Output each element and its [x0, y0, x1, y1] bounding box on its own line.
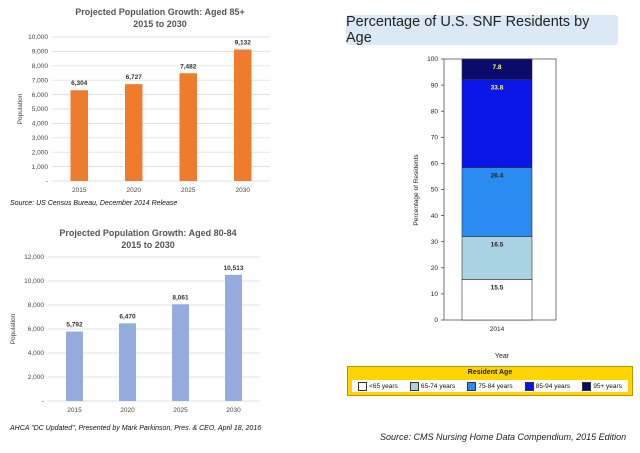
- bar-value-label: 9,132: [235, 39, 252, 46]
- y-tick-label: 7,000: [32, 77, 49, 84]
- x-tick-label: 2015: [72, 187, 87, 194]
- y-tick-label: 8,000: [32, 63, 49, 70]
- bar: [172, 304, 189, 401]
- legend-title: Resident Age: [467, 369, 513, 376]
- y-tick-label: 12,000: [24, 254, 44, 261]
- bar: [119, 323, 136, 401]
- bar-value-label: 6,727: [126, 74, 143, 81]
- y-tick-label: 5,000: [32, 106, 49, 113]
- bar: [225, 274, 242, 401]
- y-tick-label: 2,000: [28, 374, 45, 381]
- legend-item: 75-84 years: [467, 381, 513, 391]
- legend-items: <65 years 65-74 years 75-84 years 85-94 yea…: [352, 380, 628, 392]
- legend-label: 85-94 years: [535, 382, 571, 390]
- source-note-85-plus: Source: US Census Bureau, December 2014 …: [10, 200, 178, 207]
- x-tick-label: 2020: [127, 187, 142, 194]
- stacked-segment: [461, 279, 533, 321]
- bar: [70, 90, 88, 181]
- y-tick-label: 10,000: [24, 278, 44, 285]
- legend-item: <65 years: [358, 381, 398, 391]
- x-tick-label: 2025: [173, 407, 188, 414]
- chart-subtitle: 2015 to 2030: [133, 19, 187, 29]
- legend-label: 75-84 years: [478, 382, 513, 390]
- segment-value-label: 15.5: [491, 285, 504, 292]
- y-tick-label: 1,000: [32, 164, 49, 171]
- segment-value-label: 26.4: [491, 173, 504, 180]
- y-tick-label: 6,000: [28, 326, 45, 333]
- legend-swatch: [524, 381, 534, 391]
- x-tick-label: 2025: [181, 187, 196, 194]
- x-tick-label: 2020: [120, 407, 135, 414]
- y-tick-label: 70: [431, 135, 439, 142]
- snf-chart-title-box: Percentage of U.S. SNF Residents by Age: [346, 14, 618, 46]
- y-axis-label: Percentage of Residents: [413, 154, 420, 226]
- y-tick-label: 0: [434, 317, 438, 324]
- y-tick-label: 2,000: [32, 149, 49, 156]
- legend-label: 95+ years: [593, 382, 622, 390]
- segment-value-label: 7.8: [492, 64, 501, 71]
- y-tick-label: 10,000: [28, 34, 48, 41]
- source-note-snf: Source: CMS Nursing Home Data Compendium…: [380, 432, 627, 442]
- stacked-segment: [461, 236, 533, 280]
- legend-swatch: [409, 381, 419, 391]
- y-tick-label: 6,000: [32, 92, 49, 99]
- y-tick-label: 4,000: [32, 121, 49, 128]
- x-tick-label: 2015: [67, 407, 82, 414]
- y-axis-label: Population: [17, 93, 24, 124]
- y-tick-label: -: [42, 398, 44, 405]
- y-tick-label: 50: [431, 187, 439, 194]
- chart-subtitle: 2015 to 2030: [121, 240, 175, 250]
- legend: Resident Age <65 years 65-74 years 75-84 y…: [347, 366, 633, 396]
- chart-85-plus: Projected Population Growth: Aged 85+ 20…: [17, 7, 270, 194]
- legend-label: <65 years: [369, 382, 398, 390]
- bar: [234, 49, 252, 181]
- y-tick-label: 4,000: [28, 350, 45, 357]
- bar: [125, 84, 143, 181]
- y-tick-label: 60: [431, 161, 439, 168]
- y-tick-label: 90: [431, 82, 439, 89]
- segment-value-label: 33.8: [491, 84, 504, 91]
- stacked-segment: [461, 58, 533, 80]
- legend-item: 95+ years: [582, 381, 622, 391]
- bar-value-label: 8,061: [172, 294, 189, 301]
- bar: [66, 331, 83, 401]
- chart-80-84: Projected Population Growth: Aged 80-84 …: [10, 228, 260, 414]
- legend-item: 85-94 years: [524, 381, 571, 391]
- bar-value-label: 10,513: [224, 265, 244, 272]
- y-tick-label: 3,000: [32, 135, 49, 142]
- stacked-segment: [461, 79, 533, 168]
- legend-item: 65-74 years: [409, 381, 456, 391]
- x-tick-label: 2014: [490, 326, 505, 333]
- y-tick-label: 100: [427, 56, 438, 63]
- legend-swatch: [467, 381, 477, 391]
- bar-value-label: 6,470: [119, 313, 136, 320]
- y-tick-label: 10: [431, 291, 439, 298]
- legend-swatch: [582, 381, 592, 391]
- segment-value-label: 16.5: [491, 241, 504, 248]
- chart-title: Percentage of U.S. SNF Residents by Age: [346, 14, 590, 46]
- x-axis-label: Year: [495, 353, 510, 360]
- y-axis-label: Population: [10, 313, 17, 344]
- y-tick-label: 20: [431, 265, 439, 272]
- y-tick-label: -: [46, 178, 48, 185]
- y-tick-label: 9,000: [32, 49, 49, 56]
- y-tick-label: 40: [431, 213, 439, 220]
- bar: [179, 73, 197, 181]
- x-tick-label: 2030: [226, 407, 241, 414]
- bar-value-label: 5,792: [66, 321, 83, 328]
- legend-swatch: [358, 381, 368, 391]
- chart-title: Projected Population Growth: Aged 80-84: [59, 228, 236, 238]
- y-tick-label: 30: [431, 239, 439, 246]
- chart-snf-residents: Percentage of Residents Year 0 10 20 30 40 50…: [413, 56, 557, 360]
- legend-label: 65-74 years: [420, 382, 456, 390]
- bar-value-label: 7,482: [180, 63, 197, 70]
- y-tick-label: 8,000: [28, 302, 45, 309]
- bar-value-label: 6,304: [71, 80, 88, 87]
- chart-title: Projected Population Growth: Aged 85+: [75, 7, 244, 17]
- source-note-80-84: AHCA "DC Updated", Presented by Mark Par…: [10, 425, 262, 432]
- y-tick-label: 80: [431, 108, 439, 115]
- x-tick-label: 2030: [236, 187, 251, 194]
